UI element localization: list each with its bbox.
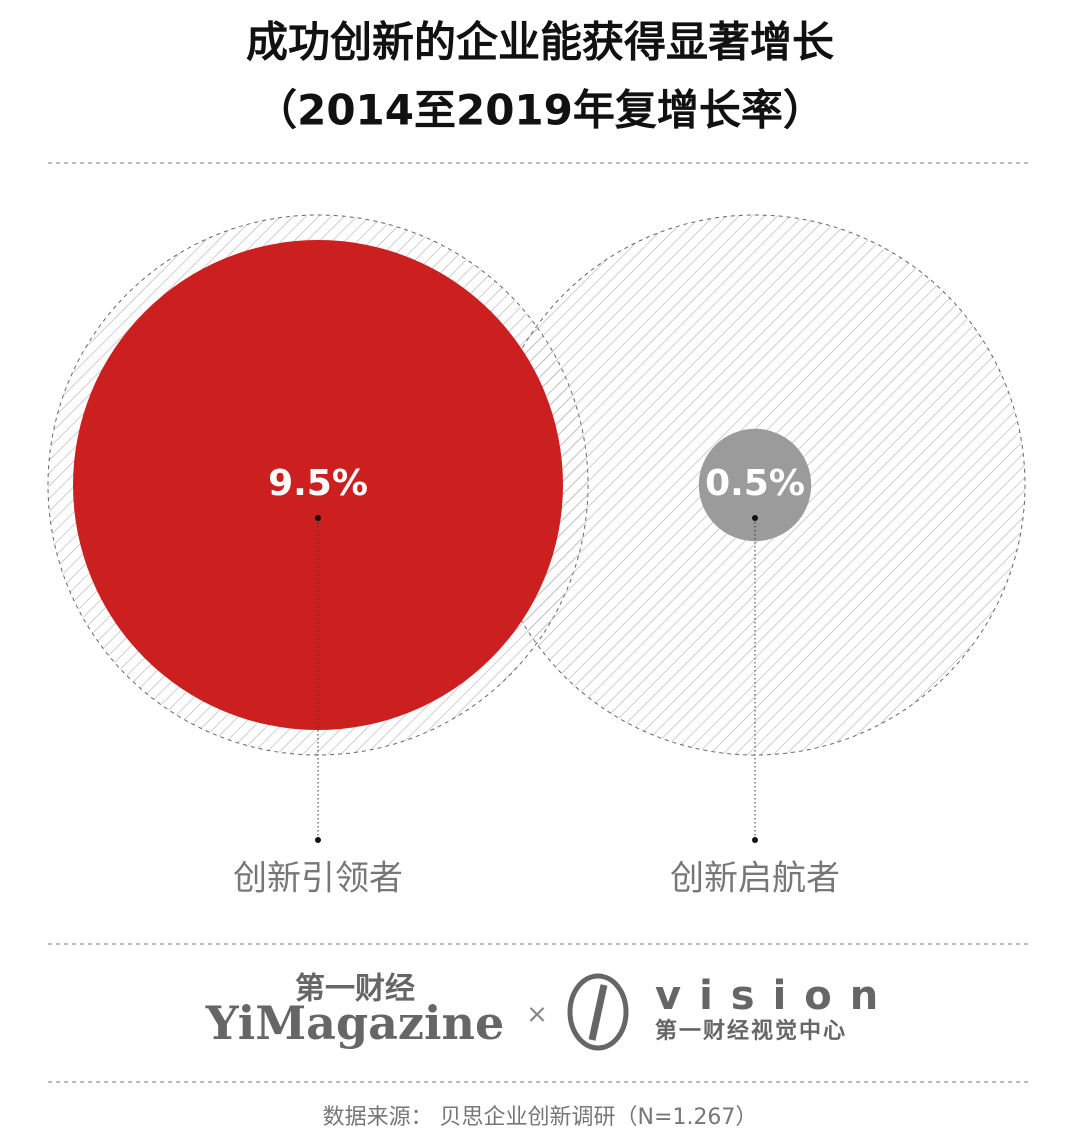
partner: vision xyxy=(655,973,896,1019)
value-label: 9.5% xyxy=(268,463,368,504)
brand-cn: 第一财经 xyxy=(295,972,415,1007)
chart-title: 成功创新的企业能获得显著增长 xyxy=(246,18,834,67)
cross: × xyxy=(526,1000,548,1030)
source: 数据来源： 贝思企业创新调研（N=1.267） xyxy=(323,1105,758,1130)
partner-logo xyxy=(567,973,629,1051)
leader-dot xyxy=(752,515,758,521)
leader-dot xyxy=(752,837,758,843)
partner-cn: 第一财经视觉中心 xyxy=(655,1018,847,1044)
category-label: 创新引领者 xyxy=(233,859,403,899)
category-label: 创新启航者 xyxy=(670,859,840,899)
leader-dot xyxy=(315,837,321,843)
bubbles: 9.5% 创新引领者 0.5% 创新启航者 xyxy=(73,240,840,899)
chart-subtitle: （2014至2019年复增长率） xyxy=(255,86,825,135)
bubble xyxy=(73,240,563,730)
brand-en: YiMagazine xyxy=(205,996,505,1050)
partner-logo xyxy=(588,984,608,1041)
bubble xyxy=(698,428,812,542)
value-label: 0.5% xyxy=(705,463,805,504)
leader-dot xyxy=(315,515,321,521)
